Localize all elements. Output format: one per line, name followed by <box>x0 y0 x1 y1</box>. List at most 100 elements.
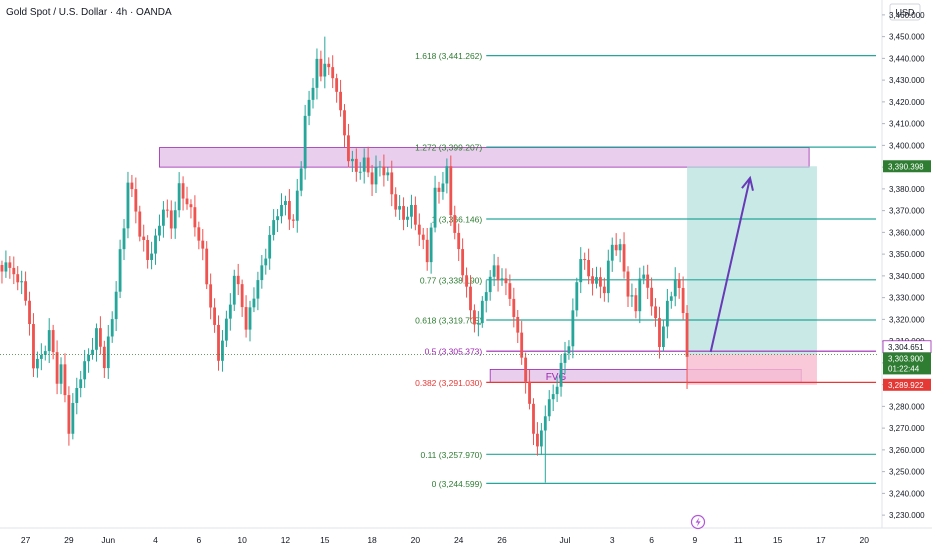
candle-body[interactable] <box>685 313 689 357</box>
candle-body[interactable] <box>658 318 661 347</box>
lightning-icon[interactable] <box>690 514 706 530</box>
candle-body[interactable] <box>299 168 303 191</box>
candle-body[interactable] <box>370 172 374 185</box>
time-axis-panel[interactable] <box>0 528 932 550</box>
candle-body[interactable] <box>583 259 587 261</box>
candle-body[interactable] <box>224 318 228 341</box>
candle-body[interactable] <box>55 352 59 384</box>
candle-body[interactable] <box>362 157 366 172</box>
candle-body[interactable] <box>457 232 461 250</box>
candle-body[interactable] <box>677 279 681 288</box>
candle-body[interactable] <box>122 228 126 250</box>
candle-body[interactable] <box>95 328 98 350</box>
candle-body[interactable] <box>469 286 472 311</box>
candle-body[interactable] <box>366 157 370 173</box>
candle-body[interactable] <box>161 209 165 226</box>
candle-body[interactable] <box>228 304 232 319</box>
candle-body[interactable] <box>575 282 579 311</box>
candle-body[interactable] <box>205 248 209 285</box>
candle-body[interactable] <box>587 260 591 277</box>
candle-body[interactable] <box>618 244 622 251</box>
candle-body[interactable] <box>39 354 43 359</box>
candle-body[interactable] <box>35 358 39 369</box>
candle-body[interactable] <box>410 204 413 217</box>
candle-body[interactable] <box>59 364 63 384</box>
candle-body[interactable] <box>169 210 173 229</box>
candle-body[interactable] <box>599 277 602 287</box>
candle-body[interactable] <box>398 206 402 210</box>
candle-body[interactable] <box>252 298 256 308</box>
candle-body[interactable] <box>32 324 35 369</box>
candle-body[interactable] <box>512 298 516 317</box>
candle-body[interactable] <box>449 166 453 216</box>
candle-body[interactable] <box>402 206 405 220</box>
candle-body[interactable] <box>63 364 67 396</box>
candle-body[interactable] <box>331 67 335 79</box>
candle-body[interactable] <box>248 307 252 330</box>
candle-body[interactable] <box>339 91 342 111</box>
candle-body[interactable] <box>268 234 272 259</box>
candle-body[interactable] <box>473 310 476 325</box>
candle-body[interactable] <box>114 291 118 320</box>
candle-body[interactable] <box>291 219 295 221</box>
candle-body[interactable] <box>504 278 508 284</box>
candle-body[interactable] <box>555 386 559 395</box>
candle-body[interactable] <box>197 227 201 241</box>
candle-body[interactable] <box>236 275 240 285</box>
candle-body[interactable] <box>417 224 421 235</box>
candle-body[interactable] <box>118 249 122 292</box>
candle-body[interactable] <box>500 278 504 281</box>
candle-body[interactable] <box>406 216 409 220</box>
candle-body[interactable] <box>79 379 83 389</box>
candle-body[interactable] <box>665 300 669 327</box>
candle-body[interactable] <box>126 182 130 229</box>
candle-body[interactable] <box>681 287 685 314</box>
candle-body[interactable] <box>378 166 382 168</box>
candle-body[interactable] <box>496 265 500 281</box>
candle-body[interactable] <box>295 190 299 221</box>
candle-body[interactable] <box>429 227 433 263</box>
candle-body[interactable] <box>445 166 449 184</box>
candle-body[interactable] <box>484 292 488 301</box>
candle-body[interactable] <box>158 225 161 236</box>
candle-body[interactable] <box>311 87 315 100</box>
candle-body[interactable] <box>98 328 102 347</box>
candle-body[interactable] <box>217 324 220 361</box>
candle-body[interactable] <box>343 110 346 136</box>
candle-body[interactable] <box>75 388 79 403</box>
candle-body[interactable] <box>662 326 665 347</box>
candle-body[interactable] <box>602 286 606 294</box>
candle-body[interactable] <box>24 281 28 301</box>
candle-body[interactable] <box>177 183 181 211</box>
candle-body[interactable] <box>134 189 138 212</box>
symbol-title[interactable]: Gold Spot / U.S. Dollar · 4h · OANDA <box>6 7 172 18</box>
currency-button[interactable] <box>889 3 921 21</box>
candle-body[interactable] <box>386 172 390 176</box>
candle-body[interactable] <box>622 244 626 272</box>
candle-body[interactable] <box>110 319 114 337</box>
candle-body[interactable] <box>626 271 630 297</box>
candle-body[interactable] <box>4 262 8 272</box>
candle-body[interactable] <box>673 279 677 297</box>
candle-body[interactable] <box>508 283 512 299</box>
resistance-zone[interactable] <box>159 147 810 168</box>
candle-body[interactable] <box>421 234 425 240</box>
stop-zone[interactable] <box>687 354 817 385</box>
candle-body[interactable] <box>630 295 634 297</box>
candle-body[interactable] <box>358 171 362 173</box>
candle-body[interactable] <box>390 172 394 195</box>
candle-body[interactable] <box>547 399 551 417</box>
candle-body[interactable] <box>256 280 260 299</box>
candle-body[interactable] <box>638 278 642 312</box>
candle-body[interactable] <box>646 274 650 288</box>
candle-body[interactable] <box>106 336 110 369</box>
candle-body[interactable] <box>221 340 224 361</box>
candle-body[interactable] <box>650 287 654 307</box>
candle-body[interactable] <box>284 201 287 205</box>
candle-body[interactable] <box>425 239 429 263</box>
candle-body[interactable] <box>382 166 386 176</box>
candle-body[interactable] <box>28 300 31 325</box>
candle-body[interactable] <box>287 201 291 220</box>
candle-body[interactable] <box>335 78 339 92</box>
